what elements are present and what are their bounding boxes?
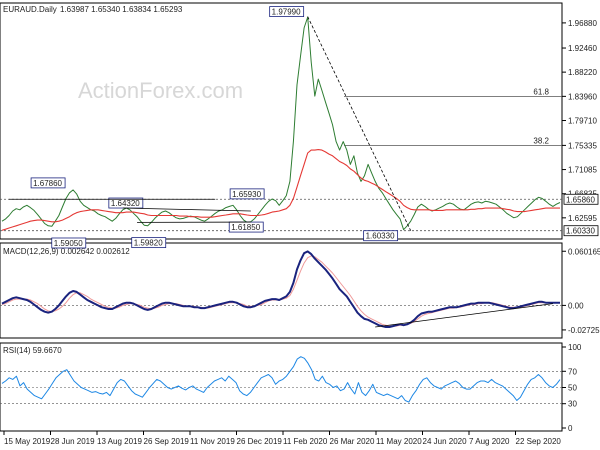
fib-level-label: 38.2 <box>533 136 549 145</box>
rsi-axis-tick-label: 70 <box>568 367 577 376</box>
rsi-axis-tick-label: 30 <box>568 400 577 409</box>
annotation-label: 1.67860 <box>33 179 62 188</box>
price-axis-tick-label: 1.75335 <box>568 141 597 150</box>
macd-axis-tick-label: 0.060165 <box>568 247 600 256</box>
x-axis-tick-label: 15 May 2019 <box>4 437 51 446</box>
price-line <box>1 16 561 231</box>
x-axis-tick-label: 24 Jun 2020 <box>423 437 468 446</box>
price-axis-tick-label: 1.62595 <box>568 214 597 223</box>
macd-panel-frame <box>0 242 563 339</box>
upper-wedge-line <box>122 207 251 212</box>
x-axis-tick-label: 11 Nov 2019 <box>190 437 235 446</box>
watermark: ActionForex.com <box>78 78 243 103</box>
annotation-label: 1.59820 <box>134 239 163 248</box>
annotation-label: 1.65930 <box>232 190 261 199</box>
symbol-label: EURAUD.Daily <box>3 5 57 14</box>
price-axis-tick-label: 1.92460 <box>568 44 597 53</box>
x-axis-tick-label: 28 Jun 2019 <box>51 437 96 446</box>
price-axis-tick-label: 1.71085 <box>568 166 597 175</box>
rsi-axis-tick-label: 100 <box>568 343 582 352</box>
annotation-box <box>363 230 399 242</box>
macd-axis-tick-label: -0.02725 <box>568 326 600 335</box>
annotation-label: 1.61850 <box>231 223 260 232</box>
level-axis-label: 1.65860 <box>566 195 595 204</box>
annotation-box <box>51 237 87 249</box>
annotation-box <box>30 177 66 189</box>
plot-layer: 1.96880 1.92460 1.88220 1.83960 1.79710 1.753… <box>0 6 600 446</box>
rsi-label: RSI(14) 59.6670 <box>3 346 62 355</box>
rsi-line <box>1 356 561 403</box>
x-axis-tick-label: 11 Feb 2020 <box>283 437 328 446</box>
x-axis-tick-label: 13 Aug 2019 <box>97 437 142 446</box>
level-axis-box <box>563 193 599 205</box>
ema-line <box>1 149 560 231</box>
x-axis-tick-label: 26 Dec 2019 <box>237 437 283 446</box>
rsi-axis-tick-label: 50 <box>568 384 577 393</box>
rsi-axis-tick-label: 0 <box>568 424 573 433</box>
annotation-label: 1.60330 <box>366 232 395 241</box>
fib-level-label: 61.8 <box>533 87 549 96</box>
x-axis-tick-label: 22 Sep 2020 <box>516 437 562 446</box>
macd-axis-tick-label: 0.00 <box>568 301 584 310</box>
x-axis-tick-label: 11 May 2020 <box>376 437 422 446</box>
level-axis-box <box>563 225 599 237</box>
price-axis-tick-label: 1.79710 <box>568 117 597 126</box>
level-axis-label: 1.60330 <box>566 227 595 236</box>
macd-line <box>1 250 560 328</box>
macd-trendline <box>375 303 553 328</box>
x-axis-tick-label: 26 Mar 2020 <box>330 437 375 446</box>
ohlc-label: 1.63987 1.65340 1.63834 1.65293 <box>60 5 183 14</box>
x-axis-tick-label: 7 Aug 2020 <box>469 437 510 446</box>
annotation-box <box>131 237 167 249</box>
price-axis-tick-label: 1.83960 <box>568 92 597 101</box>
annotation-label: 1.59050 <box>54 239 83 248</box>
macd-label: MACD(12,26,9) 0.002642 0.002612 <box>3 247 130 256</box>
annotation-box <box>269 6 305 17</box>
price-axis-tick-label: 1.96880 <box>568 19 597 28</box>
x-axis-tick-label: 26 Sep 2019 <box>144 437 190 446</box>
annotation-label: 1.64320 <box>111 199 140 208</box>
price-axis-tick-label: 1.88220 <box>568 68 597 77</box>
annotation-box <box>229 188 265 200</box>
annotation-label: 1.97990 <box>272 8 301 17</box>
